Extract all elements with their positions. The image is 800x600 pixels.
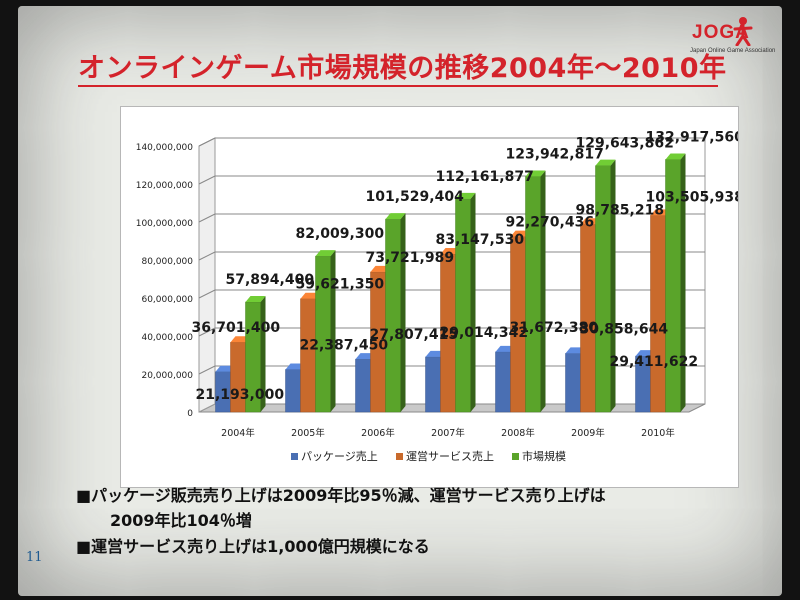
data-label: 103,505,938 <box>646 189 739 205</box>
legend-label: 運営サービス売上 <box>406 449 494 463</box>
bar-top <box>525 170 546 177</box>
bar-side <box>610 159 616 412</box>
y-tick-label: 140,000,000 <box>136 143 194 153</box>
bar-side <box>330 250 336 412</box>
bar-side <box>540 170 546 412</box>
bar <box>300 298 316 413</box>
bar <box>355 358 371 413</box>
logo-text: JOGA <box>692 22 750 43</box>
gridline-diagonal <box>198 213 216 223</box>
bar <box>525 176 541 413</box>
slide-title: オンラインゲーム市場規模の推移2004年～2010年 <box>78 53 727 84</box>
data-label: 21,193,000 <box>196 387 285 403</box>
title-underline <box>78 85 718 87</box>
x-tick-label: 2010年 <box>641 427 675 439</box>
bar-top <box>245 296 266 303</box>
bullet-line-1: ■パッケージ販売売り上げは2009年比95％減、運営サービス売り上げは <box>76 486 606 505</box>
data-label: 59,621,350 <box>296 277 385 293</box>
gridline-diagonal <box>198 137 216 147</box>
data-label: 73,721,989 <box>366 250 455 266</box>
bar <box>595 165 611 413</box>
y-tick-label: 40,000,000 <box>141 333 193 343</box>
bar-top <box>455 192 476 199</box>
bar-top <box>665 153 686 160</box>
x-tick-label: 2005年 <box>291 427 325 439</box>
data-label: 129,643,862 <box>576 136 674 152</box>
data-label: 83,147,530 <box>436 232 525 248</box>
data-label: 92,270,436 <box>506 215 595 231</box>
chart-frame: 0 20,000,000 40,000,000 60,000,000 80,000,00… <box>120 106 739 488</box>
bar <box>425 356 441 413</box>
bar-side <box>400 213 406 412</box>
y-tick-label: 0 <box>187 409 193 419</box>
bullet-line-2: 2009年比104％増 <box>110 511 252 530</box>
data-label: 132,917,560 <box>646 129 739 145</box>
data-label: 27,807,415 <box>370 327 459 343</box>
gridline-diagonal <box>198 365 216 375</box>
data-label: 36,701,400 <box>192 320 281 336</box>
bar <box>580 224 596 413</box>
legend-swatch <box>291 453 298 460</box>
data-label: 29,411,622 <box>610 354 699 370</box>
chart-side-wall <box>198 137 216 413</box>
legend-swatch <box>512 453 519 460</box>
page-number: 11 <box>26 550 43 565</box>
y-tick-label: 60,000,000 <box>141 295 193 305</box>
bar <box>495 351 511 413</box>
legend-label: パッケージ売上 <box>301 450 378 463</box>
bar-top <box>315 250 336 257</box>
bar-chart: 0 20,000,000 40,000,000 60,000,000 80,000,00… <box>136 129 739 463</box>
gridline-diagonal <box>198 289 216 299</box>
legend-label: 市場規模 <box>522 449 566 463</box>
bar <box>385 218 401 413</box>
data-label: 31,672,380 <box>510 320 599 336</box>
data-label: 57,894,400 <box>226 272 315 288</box>
data-label: 22,387,450 <box>300 337 389 353</box>
legend-swatch <box>396 453 403 460</box>
data-label: 30,858,644 <box>580 321 669 337</box>
gridline-diagonal <box>198 251 216 261</box>
data-label: 112,161,877 <box>436 169 534 185</box>
bar-top <box>385 213 406 220</box>
y-tick-label: 100,000,000 <box>136 219 194 229</box>
bar <box>285 369 301 413</box>
y-tick-label: 20,000,000 <box>141 371 193 381</box>
x-tick-label: 2006年 <box>361 427 395 439</box>
person-icon <box>733 17 753 46</box>
x-tick-label: 2009年 <box>571 427 605 439</box>
data-label: 98,785,218 <box>576 202 665 218</box>
data-label: 29,014,342 <box>440 325 529 341</box>
gridline-diagonal <box>198 327 216 337</box>
bullet-line-3: ■運営サービス売り上げは1,000億円規模になる <box>76 537 430 556</box>
bar <box>565 353 581 413</box>
slide: オンラインゲーム市場規模の推移2004年～2010年 JOGA Japan On… <box>18 6 782 596</box>
data-label: 82,009,300 <box>296 226 385 242</box>
y-tick-label: 120,000,000 <box>136 181 194 191</box>
x-tick-label: 2004年 <box>221 427 255 439</box>
logo-subtitle: Japan Online Game Association <box>690 48 776 54</box>
bar <box>455 198 471 413</box>
y-tick-label: 80,000,000 <box>141 257 193 267</box>
gridline-diagonal <box>198 175 216 185</box>
bar-top <box>595 159 616 166</box>
x-tick-label: 2008年 <box>501 427 535 439</box>
bar <box>650 215 666 413</box>
data-label: 123,942,817 <box>506 147 604 163</box>
joga-logo: JOGA Japan Online Game Association <box>688 16 778 66</box>
data-label: 101,529,404 <box>366 189 465 205</box>
bar-side <box>260 296 266 412</box>
x-tick-label: 2007年 <box>431 427 465 439</box>
bar-side <box>470 192 476 412</box>
bar-side <box>680 153 686 412</box>
